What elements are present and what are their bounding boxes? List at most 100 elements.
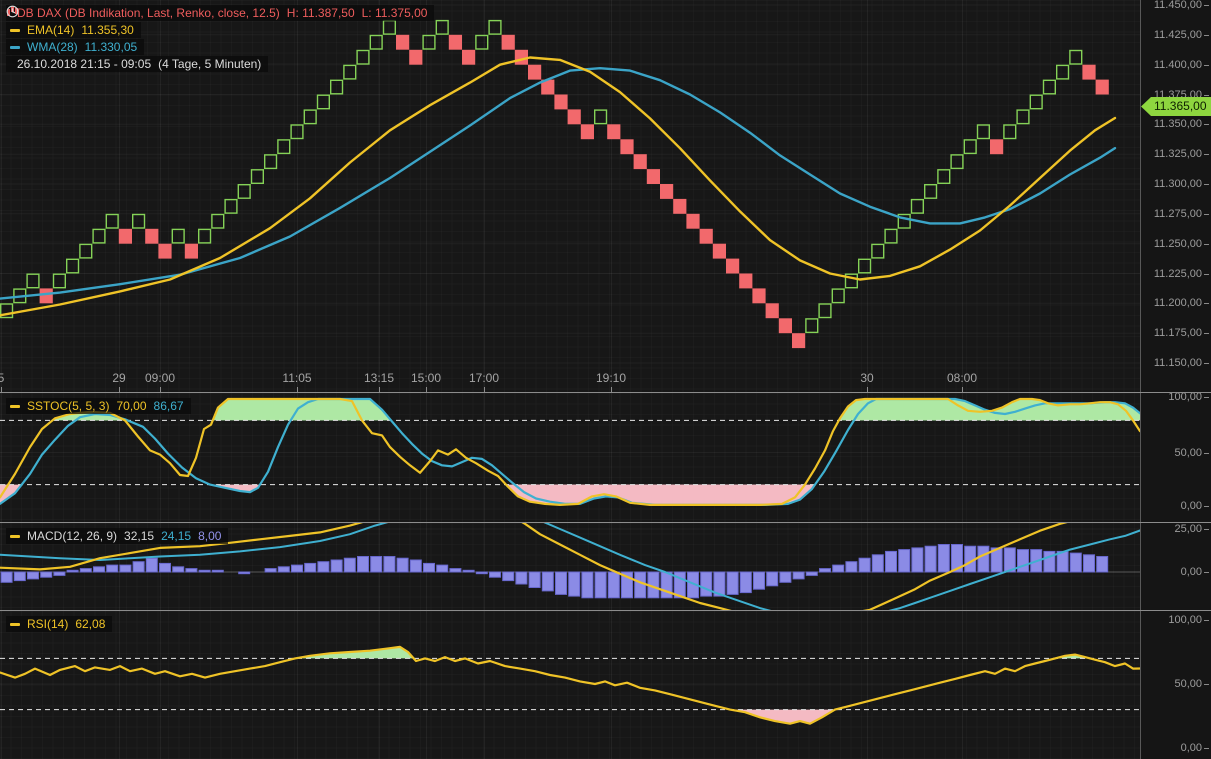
range-value: (4 Tage, 5 Minuten) [158, 57, 262, 71]
axis-tick [1204, 154, 1209, 155]
time-axis-tick [160, 387, 161, 393]
time-axis-label: 5 [0, 371, 5, 385]
high-value: H: 11.387,50 [286, 6, 355, 20]
time-axis-label: 09:00 [144, 371, 176, 385]
price-axis-label: 11.425,00 [1153, 29, 1202, 41]
rsi-chart[interactable] [0, 611, 1140, 759]
wma-series-icon [10, 45, 20, 49]
axis-tick [1204, 124, 1209, 125]
price-axis-label: 11.250,00 [1153, 238, 1202, 250]
ema-legend-row: EMA(14) 11.355,30 [6, 22, 141, 38]
ema-value: 11.355,30 [81, 23, 134, 37]
time-axis-tick [867, 387, 868, 393]
axis-tick [1204, 5, 1209, 6]
axis-tick [1204, 397, 1209, 398]
macd-signal-value: 24,15 [161, 529, 192, 543]
sstoc-k-value: 70,00 [116, 399, 147, 413]
rsi-axis-label: 50,00 [1174, 678, 1202, 690]
price-axis-label: 11.175,00 [1153, 327, 1202, 339]
stochastic-axis-label: 100,00 [1168, 391, 1202, 403]
rsi-legend: RSI(14) 62,08 [6, 616, 113, 633]
macd-label: MACD(12, 26, 9) [27, 529, 118, 543]
price-axis-label: 11.225,00 [1153, 268, 1202, 280]
sstoc-series-icon [10, 404, 20, 408]
sstoc-label: SSTOC(5, 5, 3) [27, 399, 110, 413]
time-axis-tick [119, 387, 120, 393]
axis-tick [1204, 65, 1209, 66]
rsi-panel[interactable]: RSI(14) 62,08 [0, 611, 1140, 759]
time-axis-label: 19:10 [595, 371, 627, 385]
symbol-legend-row: DB DAX (DB Indikation, Last, Renko, clos… [6, 5, 435, 21]
axis-tick [1204, 506, 1209, 507]
rsi-axis-label: 0,00 [1180, 742, 1202, 754]
price-axis-label: 11.150,00 [1153, 357, 1202, 369]
price-axis-label: 11.275,00 [1153, 208, 1202, 220]
axis-tick [1204, 274, 1209, 275]
time-axis-label: 08:00 [946, 371, 978, 385]
time-axis-tick [1, 387, 2, 393]
time-axis-tick [426, 387, 427, 393]
stochastic-legend: SSTOC(5, 5, 3) 70,00 86,67 [6, 398, 191, 415]
panel-separator[interactable] [0, 392, 1211, 393]
price-axis[interactable]: 11.365,00 11.450,00 11.425,00 11.400,00 11.… [1140, 0, 1211, 759]
macd-hist-value: 8,00 [198, 529, 222, 543]
low-value: L: 11.375,00 [361, 6, 428, 20]
price-axis-label: 11.400,00 [1153, 59, 1202, 71]
wma-value: 11.330,05 [84, 40, 138, 54]
axis-tick [1204, 363, 1209, 364]
time-axis-label: 11:05 [282, 371, 312, 385]
period-legend-row: 26.10.2018 21:15 - 09:05 (4 Tage, 5 Minu… [6, 5, 269, 72]
axis-tick [1204, 95, 1209, 96]
rsi-axis-label: 100,00 [1168, 614, 1202, 626]
price-chart-panel[interactable]: DB DAX (DB Indikation, Last, Renko, clos… [0, 0, 1140, 393]
stochastic-axis-label: 50,00 [1174, 447, 1202, 459]
time-axis-label: 15:00 [410, 371, 442, 385]
stochastic-axis-label: 0,00 [1180, 500, 1202, 512]
axis-tick [1204, 184, 1209, 185]
axis-tick [1204, 572, 1209, 573]
axis-tick [1204, 333, 1209, 334]
axis-tick [1204, 529, 1209, 530]
chart-legend: DB DAX (DB Indikation, Last, Renko, clos… [6, 5, 435, 73]
rsi-series-icon [10, 622, 20, 626]
time-axis-tick [611, 387, 612, 393]
time-axis-tick [379, 387, 380, 393]
panel-separator[interactable] [0, 522, 1211, 523]
stochastic-panel[interactable]: SSTOC(5, 5, 3) 70,00 86,67 [0, 393, 1140, 523]
time-axis-tick [962, 387, 963, 393]
wma-label: WMA(28) [27, 40, 78, 54]
ema-label: EMA(14) [27, 23, 75, 37]
price-axis-label: 11.325,00 [1153, 148, 1202, 160]
macd-legend: MACD(12, 26, 9) 32,15 24,15 8,00 [6, 528, 229, 545]
macd-value: 32,15 [124, 529, 155, 543]
price-axis-label: 11.200,00 [1153, 297, 1202, 309]
time-axis-tick [297, 387, 298, 393]
price-axis-label: 11.300,00 [1153, 178, 1202, 190]
wma-legend-row: WMA(28) 11.330,05 [6, 39, 145, 55]
axis-tick [1204, 244, 1209, 245]
time-axis-tick [484, 387, 485, 393]
time-axis-label: 30 [860, 371, 874, 385]
price-axis-label: 11.450,00 [1153, 0, 1202, 11]
macd-series-icon [10, 534, 20, 538]
panel-separator[interactable] [0, 610, 1211, 611]
macd-axis-label: 25,00 [1174, 523, 1202, 535]
rsi-label: RSI(14) [27, 617, 69, 631]
macd-axis-label: 0,00 [1180, 566, 1202, 578]
sstoc-d-value: 86,67 [153, 399, 184, 413]
axis-tick [1204, 748, 1209, 749]
rsi-value: 62,08 [75, 617, 106, 631]
ema-series-icon [10, 28, 20, 32]
price-axis-label: 11.350,00 [1153, 118, 1202, 130]
axis-tick [1204, 684, 1209, 685]
macd-panel[interactable]: MACD(12, 26, 9) 32,15 24,15 8,00 [0, 523, 1140, 611]
stochastic-chart[interactable] [0, 393, 1140, 523]
time-axis-label: 17:00 [468, 371, 500, 385]
last-price-badge: 11.365,00 [1141, 97, 1211, 116]
axis-tick [1204, 303, 1209, 304]
time-axis-label: 13:15 [363, 371, 395, 385]
axis-tick [1204, 453, 1209, 454]
symbol-title: DB DAX (DB Indikation, Last, Renko, clos… [17, 6, 280, 20]
axis-tick [1204, 214, 1209, 215]
